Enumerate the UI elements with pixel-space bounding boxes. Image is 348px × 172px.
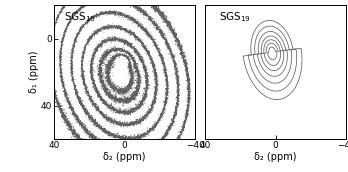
Y-axis label: δ₁ (ppm): δ₁ (ppm) [29, 51, 39, 94]
X-axis label: δ₂ (ppm): δ₂ (ppm) [254, 152, 297, 162]
Text: SGS$_{19}$: SGS$_{19}$ [219, 10, 251, 24]
X-axis label: δ₂ (ppm): δ₂ (ppm) [103, 152, 146, 162]
Text: SGS$_{16}$: SGS$_{16}$ [64, 10, 96, 24]
